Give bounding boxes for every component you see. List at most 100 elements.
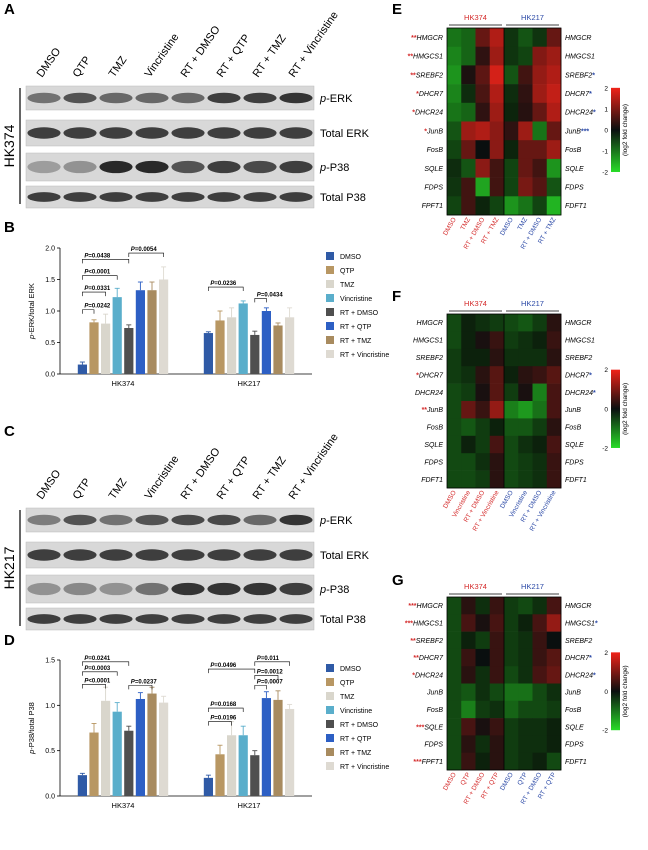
- heatmap-cell: [461, 348, 476, 367]
- heatmap-cell: [489, 84, 505, 104]
- heatmap-cell: [447, 418, 462, 437]
- blot-band: [279, 549, 313, 561]
- blot-band: [27, 614, 61, 624]
- row-label-left: **SREBF2: [410, 72, 443, 79]
- color-scale-tick: 2: [604, 650, 608, 657]
- heatmap-cell: [461, 28, 476, 47]
- heatmap-cell: [489, 158, 505, 178]
- significance-bracket: [128, 252, 164, 258]
- lane-label-c-7: RT + Vincristine: [287, 431, 341, 501]
- heatmap-cell: [461, 435, 476, 454]
- legend-swatch: [326, 692, 334, 700]
- row-label-right: FDFT1: [565, 477, 587, 484]
- heatmap-cell: [461, 314, 476, 332]
- row-label-right: DHCR7*: [565, 655, 592, 662]
- heatmap-cell: [475, 470, 491, 489]
- blot-band: [135, 614, 169, 624]
- heatmap-cell: [532, 102, 548, 122]
- heatmap-cell: [546, 314, 562, 332]
- row-label-left: *JunB: [424, 128, 443, 135]
- heatmap-cell: [504, 453, 519, 471]
- heatmap-cell: [518, 314, 533, 332]
- heatmap-cell: [489, 121, 505, 141]
- color-scale-bar: [611, 87, 620, 172]
- significance-bracket: [82, 259, 130, 264]
- panel-letter-c: C: [4, 423, 15, 440]
- heatmap-cell: [518, 28, 533, 47]
- blot-band: [63, 92, 97, 104]
- panel-letter-d: D: [4, 632, 15, 649]
- bar: [261, 698, 271, 796]
- heatmap-cell: [447, 735, 462, 753]
- blot-band: [99, 582, 133, 596]
- heatmap-cell: [461, 453, 476, 471]
- heatmap-cell: [546, 196, 562, 216]
- row-label-left: DHCR24: [415, 390, 443, 397]
- row-label-right: SQLE: [565, 724, 584, 731]
- row-label-right: SREBF2: [565, 638, 592, 645]
- legend-swatch: [326, 350, 334, 358]
- blot-band: [27, 92, 61, 104]
- lane-label-a-5: RT + QTP: [215, 32, 253, 79]
- y-tick-label: 2.0: [45, 246, 55, 253]
- blot-band: [99, 160, 133, 174]
- row-label-left: ***HMGCS1: [405, 620, 443, 627]
- legend-swatch: [326, 706, 334, 714]
- heatmap-cell: [504, 84, 519, 104]
- heatmap-cell: [532, 435, 548, 454]
- blot-band: [243, 127, 277, 139]
- bar: [101, 700, 111, 796]
- heatmap-cell: [475, 683, 491, 702]
- significance-bracket: [82, 661, 130, 666]
- heatmap-cell: [489, 683, 505, 702]
- heatmap-cell: [518, 700, 533, 719]
- p-value-label: P=0.0331: [84, 286, 111, 292]
- row-label-right: SREBF2*: [565, 72, 595, 79]
- blot-band: [171, 92, 205, 104]
- heatmap-cell: [518, 435, 533, 454]
- bar: [227, 317, 237, 374]
- significance-bracket: [254, 675, 279, 680]
- lane-label-c-0: DMSO: [35, 467, 64, 501]
- lane-label-a-6: RT + TMZ: [251, 32, 289, 79]
- heatmap-cell: [504, 401, 519, 419]
- bar: [135, 698, 145, 796]
- x-category-label: HK217: [238, 379, 261, 388]
- blot-band: [171, 127, 205, 139]
- bar: [250, 755, 260, 796]
- row-label-right: DHCR24*: [565, 390, 596, 397]
- legend-swatch: [326, 308, 334, 316]
- heatmap-cell: [489, 631, 505, 650]
- legend-entry: RT + QTP: [340, 736, 372, 743]
- row-label-left: *DHCR24: [412, 672, 443, 679]
- heatmap-cell: [461, 84, 476, 104]
- heatmap-cell: [489, 435, 505, 454]
- heatmap-cell: [504, 614, 519, 632]
- heatmap-cell: [504, 177, 519, 197]
- p-value-label: P=0.0007: [257, 679, 284, 685]
- heatmap-cell: [518, 683, 533, 702]
- row-label-right: HMGCS1: [565, 54, 595, 61]
- row-label-left: HMGCS1: [413, 338, 443, 345]
- heatmap-cell: [518, 46, 533, 66]
- legend-swatch: [326, 266, 334, 274]
- legend-entry: RT + TMZ: [340, 750, 372, 757]
- heatmap-cell: [489, 470, 505, 489]
- legend-swatch: [326, 336, 334, 344]
- blot-band: [171, 192, 205, 202]
- heatmap-cell: [475, 700, 491, 719]
- legend-swatch: [326, 280, 334, 288]
- color-scale-tick: -2: [602, 169, 608, 176]
- heatmap-group-label: HK374: [464, 13, 487, 22]
- heatmap-cell: [532, 752, 548, 771]
- legend-swatch: [326, 720, 334, 728]
- blot-band: [135, 127, 169, 139]
- row-label-left: *DHCR24: [412, 110, 443, 117]
- heatmap-cell: [475, 453, 491, 471]
- legend-entry: RT + Vincristine: [340, 764, 389, 771]
- row-label-left: *DHCR7: [416, 91, 444, 98]
- heatmap-cell: [475, 597, 491, 615]
- heatmap-cell: [518, 383, 533, 402]
- heatmap-cell: [532, 348, 548, 367]
